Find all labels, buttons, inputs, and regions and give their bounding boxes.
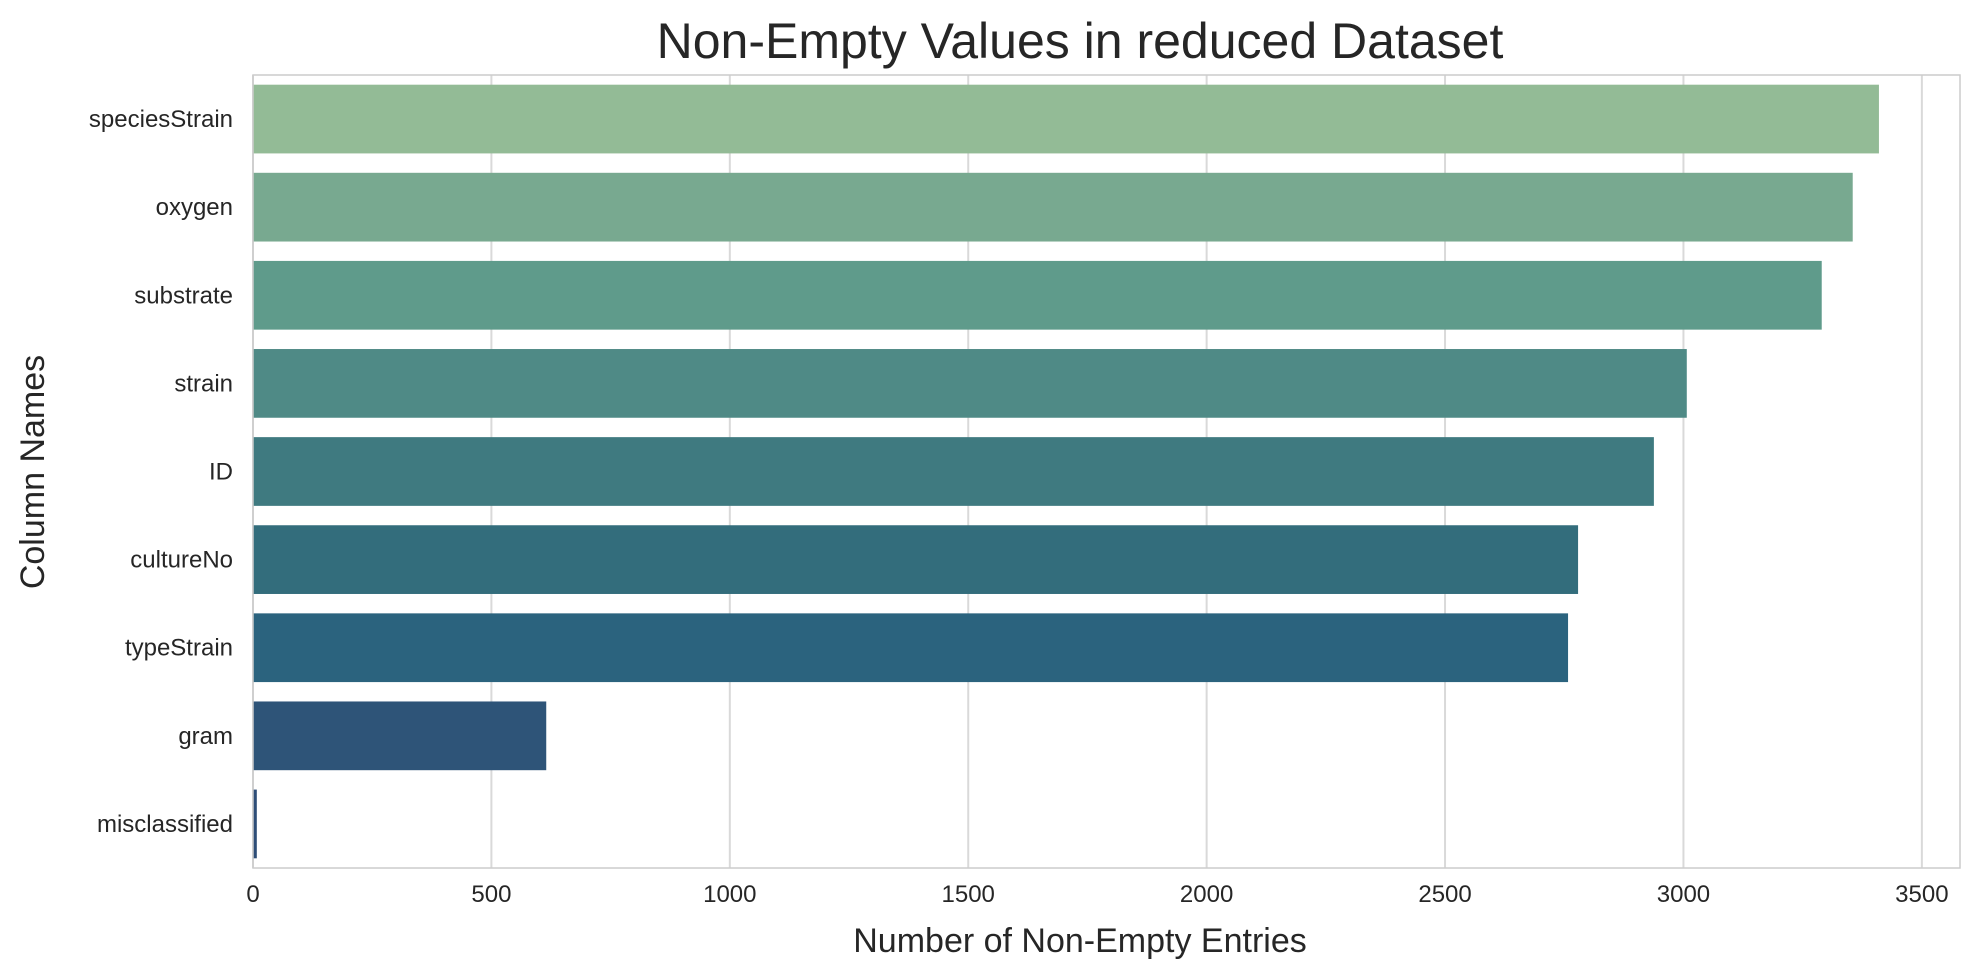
category-label: substrate: [134, 282, 233, 309]
category-label: ID: [209, 459, 233, 486]
category-label: typeStrain: [125, 635, 233, 662]
bar: [253, 349, 1687, 418]
x-tick-label: 2500: [1418, 881, 1471, 908]
bar: [253, 701, 547, 771]
category-label: speciesStrain: [89, 106, 233, 133]
bar: [253, 437, 1654, 506]
x-axis-label: Number of Non-Empty Entries: [853, 922, 1307, 960]
x-tick-label: 0: [246, 881, 259, 908]
y-axis-label: Column Names: [14, 355, 52, 589]
y-category-labels: speciesStrain oxygen substrate strain ID cult…: [89, 106, 233, 838]
bar: [253, 525, 1579, 594]
bar: [253, 260, 1822, 330]
bar: [253, 789, 257, 859]
chart-title: Non-Empty Values in reduced Dataset: [657, 13, 1504, 69]
category-label: gram: [178, 723, 233, 750]
category-label: misclassified: [97, 811, 233, 838]
plot-frame: [252, 74, 1961, 869]
x-tick-label: 1000: [703, 881, 756, 908]
category-label: cultureNo: [130, 547, 233, 574]
x-tick-label: 1500: [942, 881, 995, 908]
x-tick-label: 2000: [1180, 881, 1233, 908]
bar: [253, 84, 1879, 154]
category-label: oxygen: [156, 194, 233, 221]
x-tick-label: 500: [471, 881, 511, 908]
x-tick-label: 3000: [1657, 881, 1710, 908]
x-tick-label: 3500: [1895, 881, 1948, 908]
bars: [253, 84, 1879, 859]
bar: [253, 613, 1569, 683]
category-label: strain: [174, 370, 233, 397]
x-tick-labels: 0 500 1000 1500 2000 2500 3000 3500: [246, 881, 1948, 908]
bar: [253, 172, 1853, 242]
